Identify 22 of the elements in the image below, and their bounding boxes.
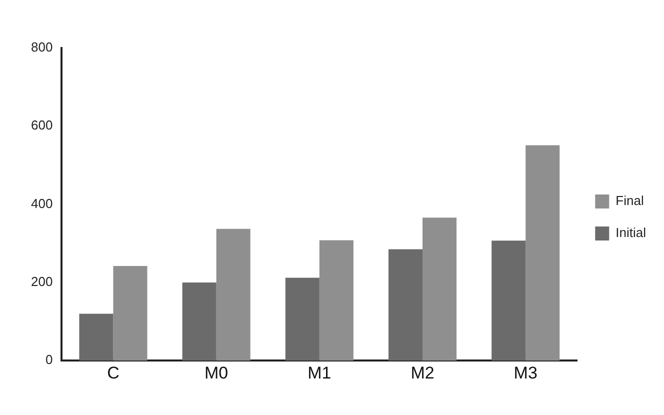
bar <box>526 145 560 361</box>
y-tick-label: 600 <box>30 118 53 133</box>
x-tick-label: M3 <box>514 363 538 382</box>
legend-label: Initial <box>616 225 646 240</box>
y-tick-label: 800 <box>30 40 53 55</box>
y-tick-label: 200 <box>30 274 53 290</box>
bar <box>216 228 250 361</box>
y-tick-label: 0 <box>45 352 53 368</box>
legend-label: Final <box>616 193 644 208</box>
bar <box>285 278 320 361</box>
y-tick-label: 400 <box>30 196 53 211</box>
x-tick-label: C <box>107 363 120 382</box>
bar <box>319 240 354 361</box>
x-tick-label: M0 <box>204 363 228 382</box>
x-tick-label: M1 <box>308 363 332 382</box>
bar <box>113 266 148 361</box>
x-tick-label: M2 <box>410 363 434 382</box>
bar <box>79 314 114 361</box>
bar <box>492 240 526 361</box>
bar <box>422 218 457 361</box>
bar <box>388 249 423 361</box>
bar <box>182 282 216 361</box>
